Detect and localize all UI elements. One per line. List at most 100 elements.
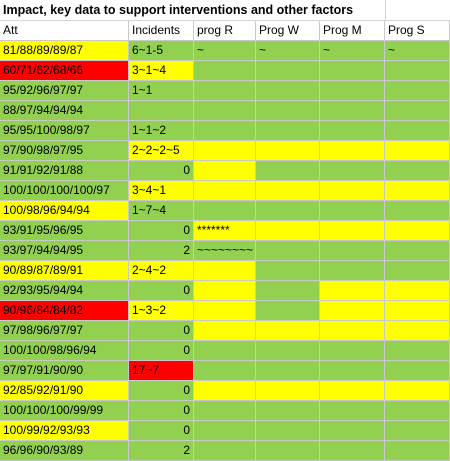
cell-prog-m[interactable]: ~: [320, 41, 385, 61]
cell-prog-m[interactable]: [320, 101, 385, 121]
cell-prog-s[interactable]: [385, 101, 450, 121]
cell-prog-m[interactable]: [320, 421, 385, 441]
cell-prog-r[interactable]: [194, 321, 256, 341]
cell-incidents[interactable]: 0: [129, 281, 194, 301]
cell-prog-s[interactable]: [385, 341, 450, 361]
cell-prog-s[interactable]: [385, 181, 450, 201]
cell-prog-s[interactable]: [385, 161, 450, 181]
cell-prog-r[interactable]: [194, 161, 256, 181]
cell-incidents[interactable]: 2~4~2: [129, 261, 194, 281]
cell-incidents[interactable]: 0: [129, 381, 194, 401]
cell-att[interactable]: 91/91/92/91/88: [0, 161, 129, 181]
cell-prog-w[interactable]: ~: [256, 41, 320, 61]
cell-prog-r[interactable]: [194, 281, 256, 301]
cell-prog-s[interactable]: [385, 81, 450, 101]
cell-incidents[interactable]: 1~1: [129, 81, 194, 101]
cell-incidents[interactable]: 1~7~4: [129, 201, 194, 221]
cell-prog-w[interactable]: [256, 221, 320, 241]
cell-incidents[interactable]: 2: [129, 241, 194, 261]
cell-prog-w[interactable]: [256, 61, 320, 81]
cell-prog-w[interactable]: [256, 121, 320, 141]
cell-prog-m[interactable]: [320, 81, 385, 101]
cell-prog-m[interactable]: [320, 381, 385, 401]
cell-prog-r[interactable]: [194, 81, 256, 101]
cell-prog-r[interactable]: [194, 301, 256, 321]
cell-prog-w[interactable]: [256, 301, 320, 321]
cell-att[interactable]: 97/97/91/90/90: [0, 361, 129, 381]
cell-prog-r[interactable]: [194, 341, 256, 361]
cell-prog-m[interactable]: [320, 181, 385, 201]
cell-prog-m[interactable]: [320, 301, 385, 321]
cell-incidents[interactable]: 1~1~2: [129, 121, 194, 141]
cell-prog-w[interactable]: [256, 281, 320, 301]
cell-incidents[interactable]: 0: [129, 401, 194, 421]
cell-incidents[interactable]: 0: [129, 421, 194, 441]
column-header-prog-m[interactable]: Prog M: [320, 21, 385, 41]
cell-prog-s[interactable]: [385, 401, 450, 421]
cell-prog-m[interactable]: [320, 281, 385, 301]
cell-prog-m[interactable]: [320, 221, 385, 241]
cell-prog-m[interactable]: [320, 441, 385, 461]
column-header-prog-w[interactable]: Prog W: [256, 21, 320, 41]
cell-prog-m[interactable]: [320, 361, 385, 381]
cell-prog-r[interactable]: [194, 181, 256, 201]
cell-prog-s[interactable]: [385, 361, 450, 381]
cell-prog-r[interactable]: *******: [194, 221, 256, 241]
cell-prog-s[interactable]: [385, 141, 450, 161]
cell-prog-w[interactable]: [256, 201, 320, 221]
cell-prog-m[interactable]: [320, 161, 385, 181]
cell-prog-m[interactable]: [320, 201, 385, 221]
cell-incidents[interactable]: 6~1-5: [129, 41, 194, 61]
cell-incidents[interactable]: 1~3~2: [129, 301, 194, 321]
cell-prog-s[interactable]: [385, 201, 450, 221]
cell-prog-r[interactable]: [194, 421, 256, 441]
cell-prog-m[interactable]: [320, 141, 385, 161]
cell-prog-s[interactable]: [385, 61, 450, 81]
cell-att[interactable]: 95/92/96/97/97: [0, 81, 129, 101]
cell-att[interactable]: 93/97/94/94/95: [0, 241, 129, 261]
cell-prog-w[interactable]: [256, 341, 320, 361]
column-header-att[interactable]: Att: [0, 21, 129, 41]
cell-att[interactable]: 96/96/90/93/89: [0, 441, 129, 461]
cell-prog-w[interactable]: [256, 441, 320, 461]
cell-prog-w[interactable]: [256, 321, 320, 341]
cell-prog-w[interactable]: [256, 401, 320, 421]
cell-incidents[interactable]: 2: [129, 441, 194, 461]
cell-att[interactable]: 95/95/100/98/97: [0, 121, 129, 141]
cell-att[interactable]: 93/91/95/96/95: [0, 221, 129, 241]
cell-incidents[interactable]: 0: [129, 341, 194, 361]
cell-prog-r[interactable]: ~: [194, 41, 256, 61]
cell-att[interactable]: 100/100/98/96/94: [0, 341, 129, 361]
cell-prog-s[interactable]: [385, 121, 450, 141]
cell-prog-w[interactable]: [256, 141, 320, 161]
cell-prog-s[interactable]: ~: [385, 41, 450, 61]
cell-prog-s[interactable]: [385, 301, 450, 321]
cell-prog-m[interactable]: [320, 401, 385, 421]
cell-att[interactable]: 100/100/100/99/99: [0, 401, 129, 421]
cell-prog-r[interactable]: [194, 61, 256, 81]
sheet-title[interactable]: Impact, key data to support intervention…: [3, 3, 354, 17]
cell-prog-r[interactable]: [194, 101, 256, 121]
cell-incidents[interactable]: [129, 101, 194, 121]
cell-prog-s[interactable]: [385, 421, 450, 441]
cell-prog-r[interactable]: [194, 141, 256, 161]
cell-prog-w[interactable]: [256, 241, 320, 261]
cell-att[interactable]: 100/98/96/94/94: [0, 201, 129, 221]
cell-prog-r[interactable]: [194, 441, 256, 461]
column-header-incidents[interactable]: Incidents: [129, 21, 194, 41]
cell-prog-w[interactable]: [256, 161, 320, 181]
cell-incidents[interactable]: 0: [129, 221, 194, 241]
cell-prog-s[interactable]: [385, 381, 450, 401]
cell-prog-m[interactable]: [320, 321, 385, 341]
cell-prog-m[interactable]: [320, 261, 385, 281]
cell-att[interactable]: 90/96/84/84/82: [0, 301, 129, 321]
cell-prog-s[interactable]: [385, 221, 450, 241]
column-header-prog-r[interactable]: prog R: [194, 21, 256, 41]
cell-prog-m[interactable]: [320, 61, 385, 81]
cell-att[interactable]: 100/100/100/100/97: [0, 181, 129, 201]
cell-prog-s[interactable]: [385, 261, 450, 281]
cell-prog-r[interactable]: [194, 361, 256, 381]
cell-prog-r[interactable]: ~~~~~~~~: [194, 241, 256, 261]
cell-att[interactable]: 100/99/92/93/93: [0, 421, 129, 441]
cell-prog-s[interactable]: [385, 441, 450, 461]
